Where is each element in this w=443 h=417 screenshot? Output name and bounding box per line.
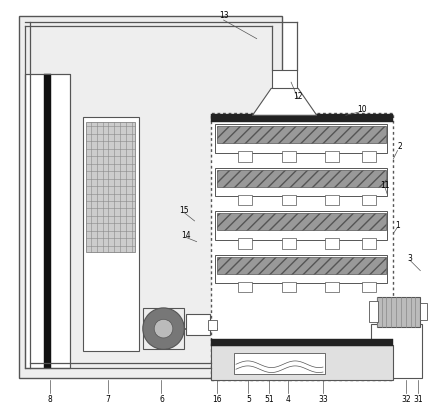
Bar [211, 339, 393, 347]
Bar [272, 70, 297, 88]
Bar [19, 16, 282, 378]
Text: 5: 5 [246, 394, 251, 404]
Text: 33: 33 [318, 394, 328, 404]
Bar [238, 282, 252, 292]
Text: 2: 2 [397, 142, 402, 151]
Bar [325, 282, 339, 292]
Bar [238, 239, 252, 249]
Bar [83, 117, 139, 352]
Text: 1: 1 [395, 221, 400, 230]
Bar [217, 214, 386, 231]
Bar [215, 211, 387, 240]
Bar [371, 324, 422, 378]
Text: 32: 32 [401, 394, 411, 404]
Bar [377, 297, 420, 327]
Bar [420, 303, 427, 320]
Text: 16: 16 [213, 394, 222, 404]
Bar [325, 195, 339, 205]
Text: 51: 51 [264, 394, 274, 404]
Bar [217, 170, 386, 187]
Bar [369, 301, 378, 322]
Text: 11: 11 [381, 181, 390, 190]
Bar [86, 121, 136, 252]
Bar [215, 168, 387, 196]
Text: 8: 8 [47, 394, 52, 404]
Bar [362, 282, 377, 292]
Bar [44, 74, 51, 368]
Bar [282, 239, 295, 249]
Bar [187, 314, 210, 335]
Text: 13: 13 [219, 11, 229, 20]
Text: 10: 10 [358, 105, 367, 113]
Bar [282, 195, 295, 205]
Text: 15: 15 [179, 206, 189, 215]
Bar [234, 353, 325, 374]
Bar [211, 345, 393, 380]
Text: 14: 14 [182, 231, 191, 240]
Bar [217, 126, 386, 143]
Bar [215, 124, 387, 153]
Text: 12: 12 [293, 92, 303, 101]
Bar [217, 257, 386, 274]
Bar [208, 319, 217, 330]
Bar [25, 74, 70, 368]
Bar [238, 151, 252, 162]
Bar [325, 239, 339, 249]
Bar [211, 114, 393, 121]
Bar [325, 151, 339, 162]
Bar [25, 74, 70, 368]
Text: 31: 31 [413, 394, 423, 404]
Bar [238, 195, 252, 205]
Bar [211, 113, 393, 380]
Bar [143, 308, 184, 349]
Bar [215, 255, 387, 283]
Bar [282, 151, 295, 162]
Text: 4: 4 [285, 394, 290, 404]
Bar [362, 151, 377, 162]
Circle shape [154, 319, 173, 338]
Text: 3: 3 [408, 254, 412, 263]
Bar [362, 239, 377, 249]
Bar [362, 195, 377, 205]
Polygon shape [253, 88, 317, 115]
Bar [282, 282, 295, 292]
Text: 7: 7 [105, 394, 110, 404]
Circle shape [143, 308, 184, 349]
Text: 6: 6 [159, 394, 164, 404]
